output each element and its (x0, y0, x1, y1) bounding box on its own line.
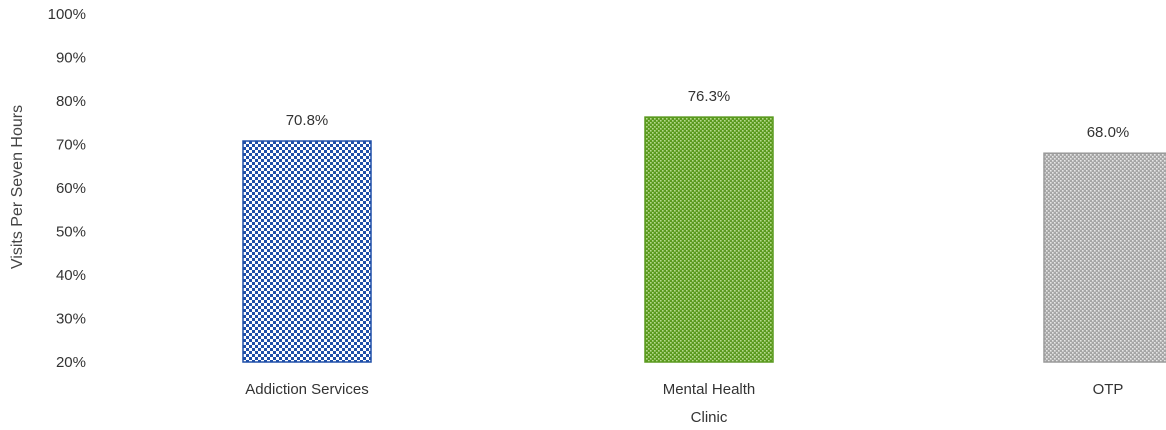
data-label: 76.3% (688, 88, 731, 105)
y-tick-label: 30% (56, 311, 86, 328)
y-axis-ticks: 20% 30% 40% 50% 60% 70% 80% 90% 100% (48, 6, 86, 371)
category-labels: Addiction Services Mental Health Clinic OTP (245, 381, 1123, 426)
y-tick-label: 20% (56, 354, 86, 371)
category-label: OTP (1093, 381, 1124, 398)
bar-1 (644, 116, 774, 363)
bar-2 (1043, 152, 1166, 363)
y-tick-label: 80% (56, 93, 86, 110)
data-label: 68.0% (1087, 124, 1130, 141)
data-label: 70.8% (286, 112, 329, 129)
category-label: Mental Health (663, 381, 756, 398)
y-tick-label: 60% (56, 180, 86, 197)
y-tick-label: 100% (48, 6, 86, 23)
category-label: Addiction Services (245, 381, 368, 398)
y-tick-label: 50% (56, 224, 86, 241)
bar-0 (242, 140, 372, 363)
y-axis-label: Visits Per Seven Hours (9, 105, 26, 269)
y-tick-label: 90% (56, 50, 86, 67)
bars (242, 116, 1166, 363)
category-label: Clinic (691, 409, 728, 426)
y-tick-label: 70% (56, 137, 86, 154)
data-labels: 70.8% 76.3% 68.0% (286, 88, 1130, 141)
y-tick-label: 40% (56, 267, 86, 284)
